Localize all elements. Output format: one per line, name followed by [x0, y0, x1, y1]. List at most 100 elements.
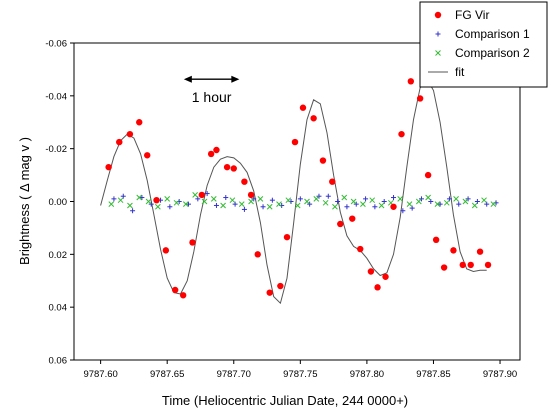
- comparison-2-point: [332, 203, 338, 210]
- legend-swatch-comparison-1: [435, 31, 441, 37]
- fg-vir-point: [126, 130, 134, 138]
- fg-vir-point: [398, 130, 405, 138]
- comparison-2-point-b: [201, 198, 208, 205]
- x-tick-label: 9787.75: [283, 369, 317, 380]
- comparison-2-point: [425, 194, 431, 201]
- fg-vir-point: [247, 191, 255, 199]
- comparison-1-point: [260, 204, 266, 210]
- comparison-1-point: [223, 195, 229, 201]
- comparison-1-point: [437, 201, 443, 207]
- comparison-2-point: [164, 196, 171, 202]
- comparison-2-point-b: [471, 202, 478, 209]
- comparison-1-point: [111, 196, 117, 202]
- fg-vir-point: [374, 284, 381, 291]
- comparison-2-point-b: [164, 196, 171, 202]
- comparison-1-point: [297, 196, 303, 202]
- comparison-2-point-b: [443, 199, 450, 206]
- legend-label-comparison-2: Comparison 2: [455, 46, 530, 60]
- comparison-2-point: [127, 202, 133, 209]
- comparison-2-point: [266, 203, 273, 210]
- comparison-2-point: [304, 198, 310, 205]
- fg-vir-point: [390, 203, 397, 210]
- comparison-1-point: [213, 202, 219, 208]
- legend-item-comparison-1: Comparison 1: [435, 27, 530, 41]
- comparison-2-point-b: [182, 201, 189, 207]
- fg-vir-point: [198, 191, 206, 199]
- fg-vir-point: [266, 289, 273, 296]
- comparison-2-point: [350, 198, 357, 205]
- fg-vir-point: [171, 286, 179, 294]
- comparison-1-point: [456, 201, 462, 207]
- x-tick-label: 9787.85: [416, 369, 450, 380]
- comparison-2-point: [182, 201, 189, 207]
- comparison-2-point: [136, 194, 143, 201]
- comparison-2-point: [481, 197, 487, 204]
- comparison-2-point-b: [350, 198, 357, 205]
- comparison-2-point-b: [434, 201, 441, 207]
- comparison-2-point-b: [257, 196, 264, 202]
- comparison-2-point: [220, 202, 226, 209]
- comparison-1-point: [372, 204, 378, 210]
- comparison-2-point-b: [397, 196, 404, 202]
- fg-vir-point: [432, 236, 440, 244]
- comparison-2-point: [248, 198, 254, 205]
- fg-vir-point: [230, 165, 237, 172]
- y-axis: -0.06 -0.04 -0.02 0.00 0.02 0.04 0.06: [45, 39, 74, 367]
- comparison-1-point: [269, 197, 275, 203]
- comparison-2-point: [238, 201, 245, 207]
- plot-frame: [73, 42, 521, 361]
- comparison-2-point-b: [294, 202, 301, 209]
- comparison-2-point-b: [108, 201, 115, 207]
- fg-vir-point: [116, 138, 123, 146]
- one-hour-annotation: 1 hour: [183, 75, 240, 105]
- comparison-2-point: [201, 198, 208, 205]
- legend-swatch-comparison-2-b: [435, 50, 441, 56]
- y-tick-label: 0.06: [49, 356, 68, 367]
- legend-item-comparison-2: Comparison 2: [435, 46, 530, 60]
- comparison-1-point: [139, 195, 145, 201]
- fg-vir-point: [299, 104, 307, 111]
- x-tick-label: 9787.65: [150, 369, 184, 380]
- legend-item-fit: fit: [428, 65, 465, 79]
- fg-vir-point: [153, 196, 160, 204]
- comparison-2-point-b: [192, 192, 199, 198]
- comparison-2-point: [341, 194, 348, 201]
- legend: FG Vir Comparison 1 Comparison 2 fit: [419, 1, 548, 88]
- legend-label-fit: fit: [455, 65, 465, 79]
- comparison-1-point: [148, 201, 154, 207]
- comparison-2-point: [490, 201, 497, 207]
- fg-vir-point: [459, 261, 466, 269]
- fg-vir-point: [105, 163, 112, 171]
- legend-item-fg-vir: FG Vir: [434, 8, 489, 22]
- fg-vir-point: [416, 95, 424, 102]
- comparison-2-point: [173, 199, 180, 206]
- fg-vir-point: [467, 261, 474, 269]
- comparison-2-point-b: [415, 198, 422, 205]
- fg-vir-point: [223, 163, 231, 171]
- fg-vir-point: [440, 264, 448, 271]
- comparison-2-point-b: [388, 199, 394, 206]
- comparison-2-point-b: [322, 199, 329, 206]
- fit-line: [100, 77, 487, 305]
- fg-vir-point: [407, 78, 415, 85]
- legend-label-comparison-1: Comparison 1: [455, 27, 530, 41]
- series-fit: [100, 77, 487, 305]
- fg-vir-point: [254, 251, 261, 258]
- fg-vir-point: [319, 157, 327, 164]
- comparison-2-point-b: [378, 202, 385, 209]
- fg-vir-point: [484, 261, 492, 269]
- comparison-1-point: [363, 196, 369, 202]
- fg-vir-point: [310, 115, 317, 122]
- comparison-1-point: [400, 208, 406, 214]
- comparison-1-point: [391, 195, 397, 201]
- fg-vir-point: [450, 247, 457, 254]
- comparison-1-point: [316, 193, 322, 199]
- fg-vir-point: [136, 119, 143, 126]
- x-axis-title: Time (Heliocentric Julian Date, 244 0000…: [162, 393, 408, 408]
- comparison-2-point: [453, 196, 459, 202]
- comparison-2-point-b: [220, 202, 226, 209]
- y-tick-label: -0.02: [45, 144, 67, 155]
- y-tick-label: -0.04: [45, 91, 67, 102]
- comparison-2-point-b: [406, 201, 413, 207]
- comparison-1-point: [185, 201, 191, 207]
